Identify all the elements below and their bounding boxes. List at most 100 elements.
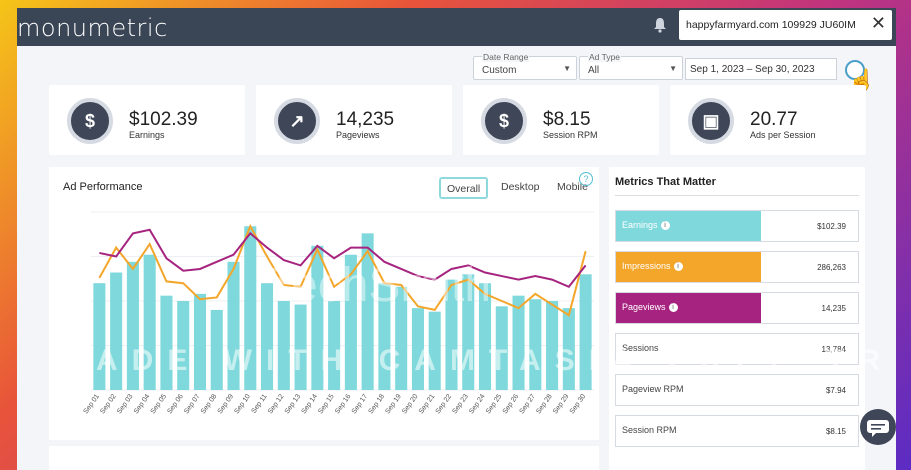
x-tick-label: Sep 07: [183, 393, 202, 415]
stat-label: Session RPM: [543, 130, 598, 140]
chart-bar: [210, 309, 223, 390]
chart-bar: [294, 304, 307, 390]
chart-bar: [311, 245, 324, 390]
chart-bar: [160, 295, 173, 390]
x-tick-label: Sep 16: [334, 393, 353, 415]
download-button[interactable]: [845, 60, 865, 80]
chart-bar: [478, 283, 492, 390]
ad-type-select[interactable]: Ad Type All ▼: [579, 52, 683, 80]
chart-bar: [395, 286, 408, 390]
x-tick-label: Sep 24: [468, 393, 487, 415]
chevron-down-icon: ▼: [669, 64, 677, 73]
metric-row[interactable]: Sessions 13,784: [615, 333, 859, 365]
chart-bar: [579, 274, 592, 390]
x-tick-label: Sep 21: [418, 393, 437, 415]
stat-value: 20.77: [750, 109, 798, 130]
metric-row[interactable]: Pageviews i 14,235: [615, 292, 859, 324]
chat-button[interactable]: [860, 409, 896, 445]
x-tick-label: Sep 06: [166, 393, 185, 415]
x-tick-label: Sep 19: [384, 393, 403, 415]
chart-bar: [344, 254, 357, 390]
metric-value: 286,263: [817, 263, 846, 272]
site-selector[interactable]: happyfarmyard.com 109929 JU60IM ✕: [679, 10, 892, 40]
date-range-value: Custom: [482, 65, 517, 76]
info-icon[interactable]: i: [673, 262, 683, 271]
panel-title: Metrics That Matter: [615, 176, 716, 188]
metric-label: Pageview RPM: [622, 384, 684, 394]
chart-bar: [244, 226, 257, 390]
chart-bar: [546, 301, 559, 390]
metric-row[interactable]: Earnings i $102.39: [615, 210, 859, 242]
date-picker[interactable]: Sep 1, 2023 – Sep 30, 2023: [685, 58, 837, 80]
metric-bar: [616, 211, 761, 241]
stat-value: $102.39: [129, 109, 198, 130]
watermark-text: MADE WITH CAMTASIA FREE TRIAL: [57, 344, 896, 377]
x-tick-label: Sep 20: [401, 393, 420, 415]
chart-bar: [529, 299, 542, 390]
date-picker-value: Sep 1, 2023 – Sep 30, 2023: [690, 64, 815, 75]
chart-bar: [428, 311, 441, 390]
tab-overall[interactable]: Overall: [439, 177, 489, 199]
stat-value: $8.15: [543, 109, 591, 130]
chart-bar: [110, 272, 123, 390]
metric-row[interactable]: Pageview RPM $7.94: [615, 374, 859, 406]
x-tick-label: Sep 12: [267, 393, 286, 415]
help-icon[interactable]: ?: [579, 172, 593, 186]
x-tick-label: Sep 18: [368, 393, 387, 415]
x-tick-label: Sep 25: [485, 393, 504, 415]
bottom-panel: [49, 446, 599, 470]
chart-series-line: [98, 223, 587, 317]
chat-icon: [867, 420, 889, 437]
chart-bar: [512, 295, 525, 390]
chart-bar: [445, 279, 458, 390]
x-tick-label: Sep 09: [217, 393, 236, 415]
brand-logo[interactable]: monumetric: [17, 14, 168, 42]
x-tick-label: Sep 02: [99, 393, 118, 415]
metric-label: Session RPM: [622, 425, 677, 435]
stat-label: Ads per Session: [750, 130, 816, 140]
x-tick-label: Sep 01: [83, 393, 102, 415]
stat-label: Earnings: [129, 130, 165, 140]
chart-bar: [462, 274, 475, 390]
close-icon[interactable]: ✕: [870, 13, 886, 33]
x-tick-label: Sep 15: [317, 393, 336, 415]
ad-type-value: All: [588, 65, 600, 76]
x-tick-label: Sep 14: [301, 393, 320, 415]
metric-row[interactable]: Session RPM $8.15: [615, 415, 859, 447]
metric-row[interactable]: Impressions i 286,263: [615, 251, 859, 283]
x-tick-label: Sep 22: [435, 393, 454, 415]
chart-series-line: [99, 228, 587, 288]
metric-value: 14,235: [821, 304, 846, 313]
metric-value: $7.94: [825, 386, 846, 395]
tab-desktop[interactable]: Desktop: [501, 181, 540, 193]
x-tick-label: Sep 30: [569, 393, 588, 415]
bell-icon[interactable]: [653, 17, 667, 33]
panel-title: Ad Performance: [63, 181, 143, 193]
metric-label: Pageviews i: [622, 302, 678, 312]
x-tick-label: Sep 23: [451, 393, 470, 415]
x-tick-label: Sep 17: [351, 393, 370, 415]
chart-bar: [562, 308, 575, 390]
chart-bar: [193, 293, 207, 390]
chart-bar: [126, 261, 139, 390]
chart-bar: [227, 261, 240, 390]
stat-card-earnings: $ $102.39 Earnings: [49, 85, 245, 155]
stat-card-ads-per-session: ▣ 20.77 Ads per Session: [670, 85, 866, 155]
date-range-select[interactable]: Date Range Custom ▼: [473, 52, 577, 80]
x-tick-label: Sep 27: [518, 393, 537, 415]
divider: [615, 195, 859, 196]
chart-bar: [495, 306, 508, 390]
chart-bar: [277, 301, 290, 390]
metric-label: Earnings i: [622, 220, 670, 230]
info-icon[interactable]: i: [660, 221, 670, 230]
chart-bar: [361, 233, 374, 390]
x-tick-label: Sep 28: [535, 393, 554, 415]
info-icon[interactable]: i: [668, 303, 678, 312]
ad-type-label: Ad Type: [588, 52, 622, 62]
chart-bar: [378, 283, 391, 390]
metric-value: $8.15: [825, 427, 846, 436]
trend-icon: ↗: [274, 98, 320, 144]
ad-performance-panel: Ad Performance Overall Desktop Mobile ? …: [49, 167, 599, 440]
stat-value: 14,235: [336, 109, 395, 130]
chart-bar: [261, 283, 274, 390]
